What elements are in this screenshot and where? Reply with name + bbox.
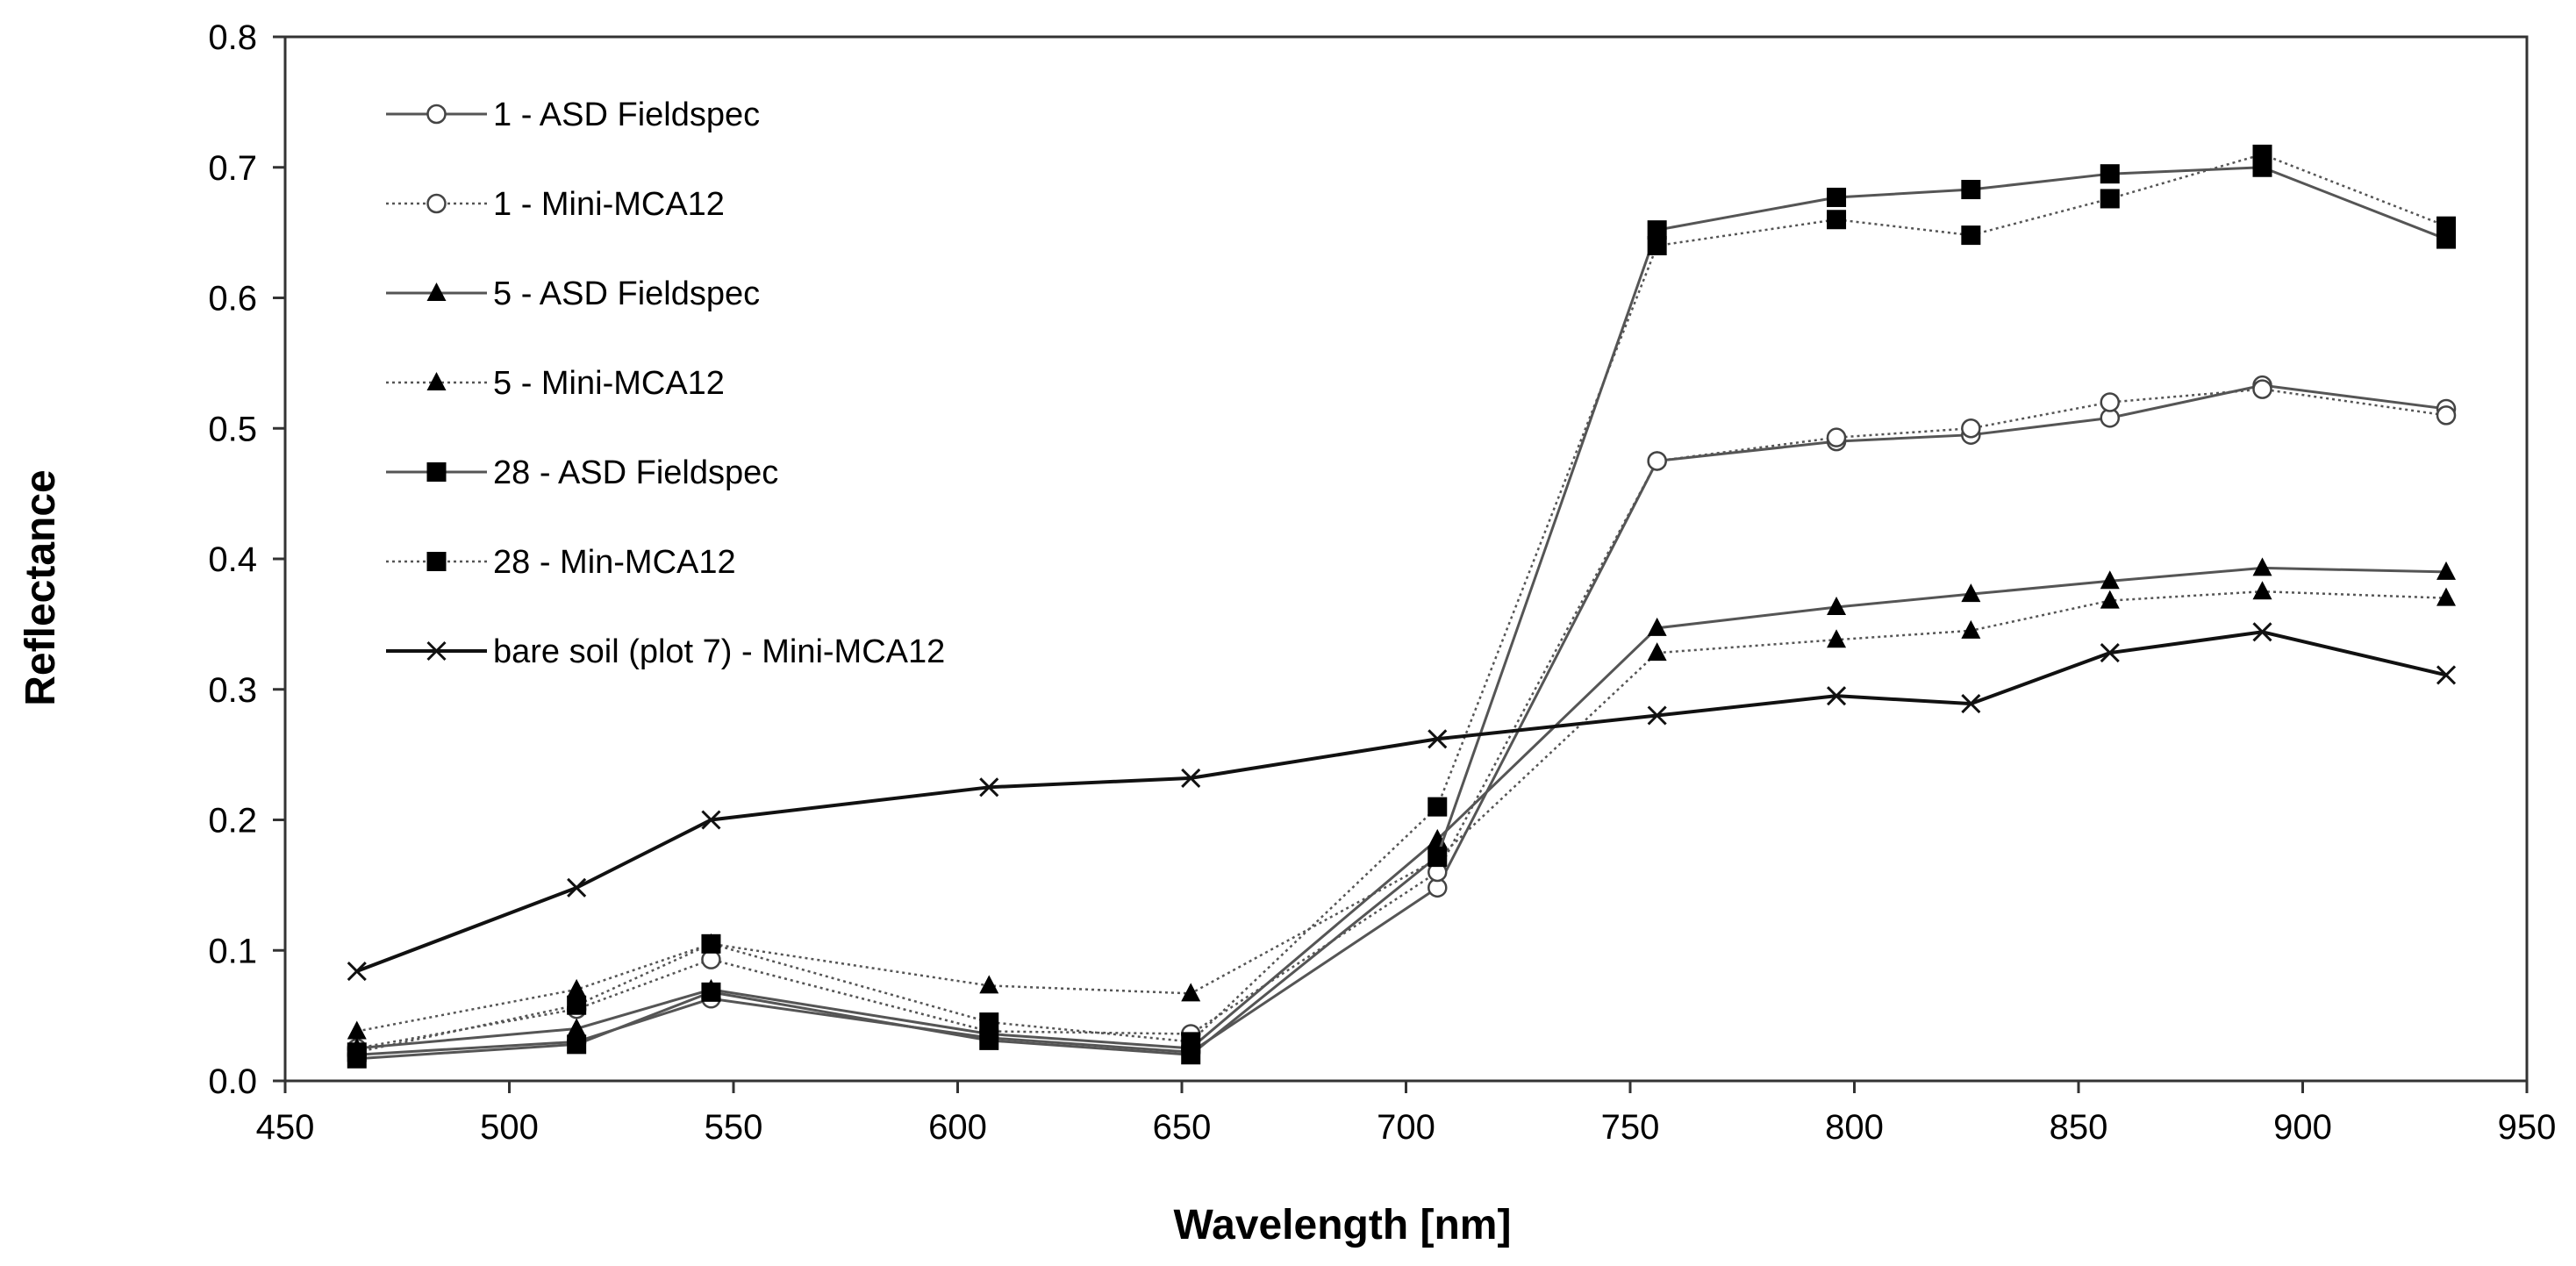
x-tick-label: 550 <box>705 1108 763 1147</box>
legend-label: 5 - ASD Fieldspec <box>493 275 760 312</box>
x-tick-label: 600 <box>928 1108 987 1147</box>
series-line <box>357 632 2446 971</box>
data-point-triangle <box>2100 590 2120 609</box>
data-point-square <box>347 1042 367 1062</box>
data-point-cross <box>568 879 585 897</box>
data-point-square <box>1428 847 1447 866</box>
x-tick-label: 850 <box>2050 1108 2108 1147</box>
legend-item: 28 - Min-MCA12 <box>386 544 736 581</box>
data-point-square <box>1648 236 1667 255</box>
data-point-open-circle <box>1828 429 1845 447</box>
legend-label: bare soil (plot 7) - Mini-MCA12 <box>493 633 945 670</box>
reflectance-chart: 450 500 550 600 650 700 750 800 850 900 950 0.0 0.1 0… <box>0 0 2576 1266</box>
y-tick-label: 0.2 <box>208 802 257 840</box>
data-point-square <box>1961 225 1980 245</box>
data-point-square <box>1961 180 1980 199</box>
x-axis-title: Wavelength [nm] <box>1174 1202 1512 1248</box>
series-bare-soil-plot-7-mini-mca12 <box>348 623 2455 980</box>
legend-label: 28 - ASD Fieldspec <box>493 454 778 491</box>
legend-label: 5 - Mini-MCA12 <box>493 365 725 402</box>
data-point-triangle <box>2253 581 2272 599</box>
data-point-open-circle <box>428 195 446 212</box>
legend-item: 28 - ASD Fieldspec <box>386 454 778 491</box>
x-tick-label: 700 <box>1377 1108 1435 1147</box>
data-point-cross <box>348 962 366 980</box>
data-point-square <box>979 1031 998 1050</box>
data-point-open-circle <box>428 105 446 123</box>
data-point-square <box>567 996 586 1015</box>
series-5-asd-fieldspec <box>347 557 2456 1055</box>
x-tick-label: 750 <box>1601 1108 1660 1147</box>
data-point-square <box>1827 210 1846 229</box>
data-point-square <box>979 1012 998 1032</box>
data-point-square <box>2100 189 2120 208</box>
data-point-square <box>701 983 720 1002</box>
data-point-open-circle <box>1962 419 1979 437</box>
data-point-triangle <box>427 372 447 390</box>
data-point-square <box>1181 1032 1200 1051</box>
y-tick-label: 0.7 <box>208 149 257 188</box>
legend-label: 28 - Min-MCA12 <box>493 544 736 581</box>
data-point-square <box>427 462 447 482</box>
data-point-square <box>2436 217 2456 236</box>
data-point-open-circle <box>2101 394 2119 411</box>
legend-item: 5 - ASD Fieldspec <box>386 275 760 312</box>
y-tick-label: 0.0 <box>208 1062 257 1101</box>
x-tick-label: 900 <box>2273 1108 2332 1147</box>
data-point-open-circle <box>1649 452 1666 469</box>
legend-label: 1 - ASD Fieldspec <box>493 97 760 133</box>
data-point-square <box>1827 188 1846 207</box>
data-point-square <box>701 934 720 954</box>
x-tick-label: 800 <box>1825 1108 1884 1147</box>
data-point-open-circle <box>2254 381 2272 398</box>
data-point-open-circle <box>2437 406 2455 424</box>
y-tick-label: 0.6 <box>208 280 257 318</box>
x-tick-label: 500 <box>480 1108 539 1147</box>
y-tick-label: 0.5 <box>208 410 257 448</box>
x-tick-label: 950 <box>2498 1108 2557 1147</box>
legend-item: 1 - ASD Fieldspec <box>386 97 760 133</box>
y-tick-label: 0.1 <box>208 932 257 970</box>
legend: 1 - ASD Fieldspec 1 - Mini-MCA12 5 - ASD F… <box>386 97 945 670</box>
x-tick-label: 450 <box>256 1108 315 1147</box>
data-point-triangle <box>2253 557 2272 576</box>
data-point-square <box>1428 798 1447 817</box>
x-tick-label: 650 <box>1153 1108 1212 1147</box>
y-tick-label: 0.4 <box>208 540 257 579</box>
data-point-square <box>567 1034 586 1054</box>
data-point-square <box>427 552 447 571</box>
legend-item: bare soil (plot 7) - Mini-MCA12 <box>386 633 945 670</box>
data-point-square <box>2253 145 2272 164</box>
y-axis-title: Reflectance <box>18 469 64 705</box>
y-tick-label: 0.3 <box>208 671 257 710</box>
legend-item: 1 - Mini-MCA12 <box>386 186 725 223</box>
legend-item: 5 - Mini-MCA12 <box>386 365 725 402</box>
legend-label: 1 - Mini-MCA12 <box>493 186 725 223</box>
y-tick-label: 0.8 <box>208 18 257 57</box>
data-point-triangle <box>567 979 586 998</box>
data-point-square <box>2100 164 2120 183</box>
